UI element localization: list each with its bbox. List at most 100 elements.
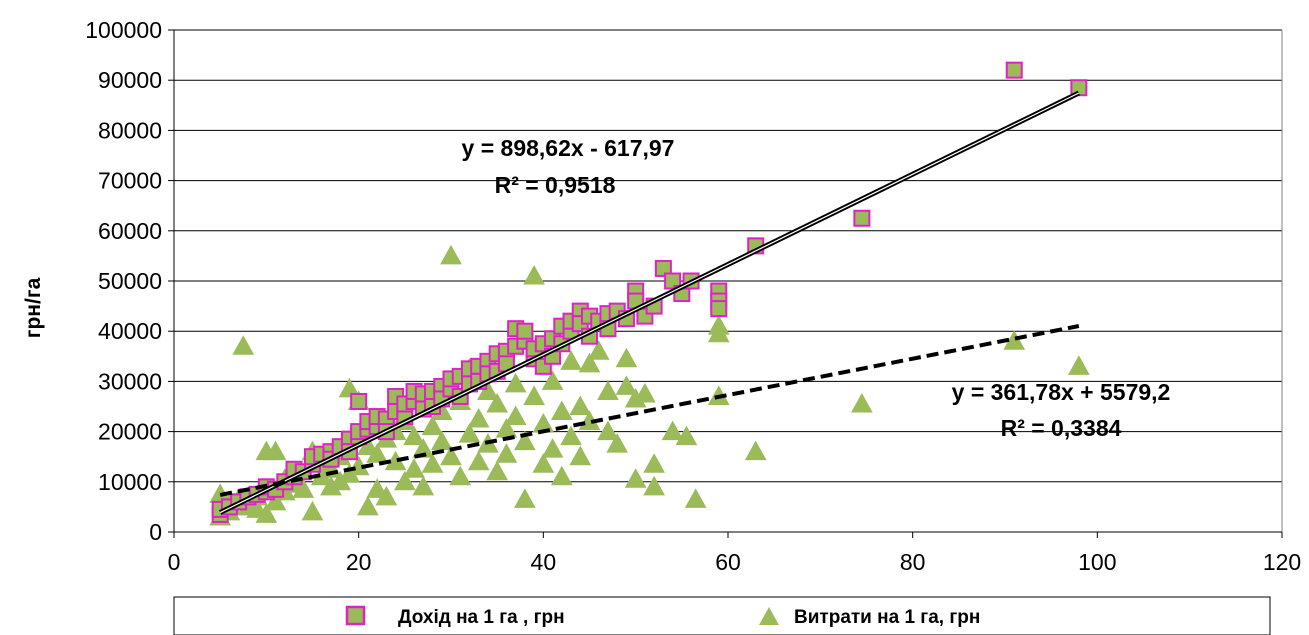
cost-point xyxy=(1003,330,1026,350)
income-point xyxy=(654,259,672,277)
cost-point xyxy=(467,450,490,471)
cost-point xyxy=(661,420,684,441)
cost-point xyxy=(541,438,564,458)
cost-point xyxy=(643,453,665,473)
legend-income-label: Дохід на 1 га , грн xyxy=(398,607,565,628)
income-point xyxy=(664,272,682,290)
cost-point xyxy=(486,460,509,481)
cost-point xyxy=(578,352,601,373)
cost-point xyxy=(523,264,545,285)
income-point xyxy=(1005,61,1023,79)
cost-point xyxy=(569,445,592,466)
cost-point xyxy=(357,495,379,516)
legend-triangle-icon xyxy=(759,607,779,625)
cost-point xyxy=(560,425,582,446)
x-tick-label: 100 xyxy=(1078,549,1116,575)
cost-point xyxy=(467,408,490,428)
x-tick-label: 80 xyxy=(900,549,926,575)
cost-point xyxy=(412,475,435,496)
cost-point xyxy=(624,468,647,488)
cost-point xyxy=(449,465,472,486)
cost-point xyxy=(504,405,527,426)
cost-point xyxy=(541,370,564,390)
cost-point xyxy=(615,347,638,368)
cost-point xyxy=(523,385,545,405)
cost-point xyxy=(357,435,379,456)
legend-box xyxy=(173,596,1271,635)
y-tick-label: 80000 xyxy=(98,117,162,143)
y-tick-label: 0 xyxy=(149,519,162,545)
costs-trend-r2: R² = 0,3384 xyxy=(1001,415,1122,441)
cost-point xyxy=(597,380,619,400)
cost-point xyxy=(458,423,481,443)
cost-point xyxy=(504,372,527,393)
legend-costs-label: Витрати на 1 га, грн xyxy=(794,607,980,628)
cost-point xyxy=(440,445,462,466)
legend: Дохід на 1 га , грн Витрати на 1 га, грн xyxy=(173,596,1271,635)
y-tick-label: 100000 xyxy=(85,17,162,43)
cost-point xyxy=(615,375,638,395)
cost-point xyxy=(514,488,536,508)
x-tick-label: 20 xyxy=(346,549,372,575)
costs-trend-equation: y = 361,78x + 5579,2 xyxy=(952,379,1171,405)
cost-point xyxy=(606,433,629,453)
y-tick-label: 20000 xyxy=(98,419,162,445)
x-tick-label: 120 xyxy=(1263,549,1301,575)
cost-point xyxy=(403,458,425,478)
y-axis-label: грн/га xyxy=(22,277,45,338)
cost-point xyxy=(550,400,573,421)
cost-point xyxy=(1068,355,1090,375)
cost-point xyxy=(421,415,444,436)
cost-point xyxy=(338,377,361,398)
cost-point xyxy=(643,475,665,496)
trendlines xyxy=(219,90,1080,515)
cost-point xyxy=(684,488,707,508)
cost-point xyxy=(550,465,573,486)
cost-point xyxy=(264,440,287,461)
cost-point xyxy=(412,438,435,458)
cost-point xyxy=(597,420,619,441)
cost-point xyxy=(255,503,278,523)
cost-point xyxy=(587,340,610,360)
cost-point xyxy=(393,470,416,491)
cost-point xyxy=(375,485,398,506)
cost-point xyxy=(292,478,315,498)
cost-point xyxy=(569,395,592,415)
x-tick-label: 40 xyxy=(531,549,557,575)
cost-point xyxy=(495,443,518,463)
cost-point xyxy=(477,380,499,400)
x-tick-label: 60 xyxy=(715,549,741,575)
legend-square-icon xyxy=(345,605,366,626)
cost-point xyxy=(707,322,730,343)
cost-point xyxy=(560,350,582,370)
cost-point xyxy=(232,335,255,355)
y-tick-label: 30000 xyxy=(98,368,162,394)
x-tick-labels: 0 20 40 60 80 100 120 xyxy=(168,549,1302,575)
costs-trendline xyxy=(219,324,1080,497)
cost-point xyxy=(366,443,388,463)
cost-point xyxy=(301,500,324,521)
series-costs-points xyxy=(209,244,1090,526)
cost-point xyxy=(264,490,287,511)
cost-point xyxy=(440,244,462,265)
y-tick-label: 70000 xyxy=(98,168,162,194)
cost-point xyxy=(532,453,555,473)
income-point xyxy=(853,209,871,227)
cost-point xyxy=(675,425,698,446)
y-tick-label: 40000 xyxy=(98,318,162,344)
x-tick-label: 0 xyxy=(168,549,181,575)
cost-point xyxy=(634,382,656,403)
cost-point xyxy=(851,392,873,413)
y-tick-label: 50000 xyxy=(98,268,162,294)
y-tick-label: 90000 xyxy=(98,67,162,93)
cost-point xyxy=(403,425,425,446)
y-tick-label: 60000 xyxy=(98,218,162,244)
axes xyxy=(168,29,1283,538)
y-tick-label: 10000 xyxy=(98,469,162,495)
income-point xyxy=(350,392,368,410)
income-point xyxy=(710,300,728,318)
income-point xyxy=(516,322,534,340)
income-trend-r2: R² = 0,9518 xyxy=(495,172,616,198)
income-trendline-inner xyxy=(219,92,1080,514)
